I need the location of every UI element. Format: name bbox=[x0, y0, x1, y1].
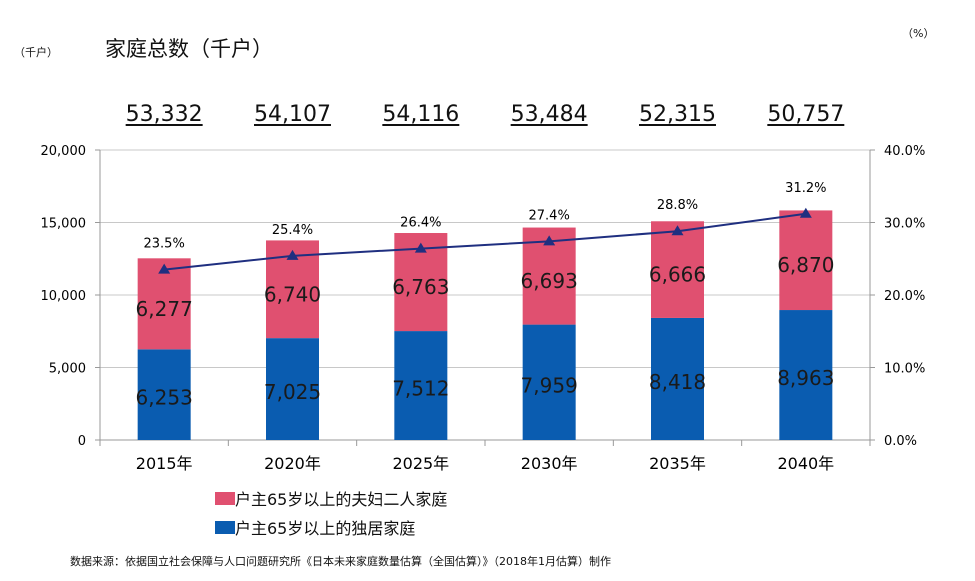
y-tick-label: 0 bbox=[78, 434, 86, 449]
ratio-point bbox=[543, 235, 556, 246]
legend-item-couple: 户主65岁以上的夫妇二人家庭 bbox=[215, 488, 448, 509]
ratio-point bbox=[286, 249, 299, 260]
y-tick-label: 15,000 bbox=[41, 217, 87, 232]
bar-label-single: 7,512 bbox=[392, 377, 449, 401]
bar-label-couple: 6,277 bbox=[136, 297, 193, 321]
bar-label-couple: 6,666 bbox=[649, 263, 706, 287]
right-axis-unit: （%） bbox=[902, 27, 935, 40]
x-category-label: 2025年 bbox=[392, 454, 449, 473]
ratio-label: 23.5% bbox=[144, 237, 185, 252]
bar-label-single: 8,418 bbox=[649, 370, 706, 394]
ratio-line bbox=[164, 212, 806, 271]
y2-tick-label: 20.0% bbox=[884, 289, 925, 304]
bar-single bbox=[266, 338, 319, 440]
bar-label-single: 7,959 bbox=[521, 373, 578, 397]
legend-swatch-couple bbox=[215, 491, 235, 505]
total-label: 54,116 bbox=[382, 102, 460, 127]
legend-item-single: 户主65岁以上的独居家庭 bbox=[215, 517, 416, 538]
bar-couple bbox=[779, 210, 833, 311]
ratio-point bbox=[414, 242, 427, 253]
y-tick-label: 10,000 bbox=[41, 289, 87, 304]
legend-swatch-single bbox=[215, 520, 235, 534]
y2-tick-label: 30.0% bbox=[884, 217, 925, 232]
legend-label-couple: 户主65岁以上的夫妇二人家庭 bbox=[235, 490, 448, 509]
ratio-label: 31.2% bbox=[785, 181, 826, 196]
bar-single bbox=[522, 324, 576, 440]
source-note: 数据来源：依据国立社会保障与人口问题研究所《日本未来家庭数量估算（全国估算）》（… bbox=[70, 555, 611, 568]
bar-single bbox=[137, 349, 191, 440]
total-label: 52,315 bbox=[639, 102, 716, 127]
total-label: 50,757 bbox=[767, 102, 845, 127]
ratio-point bbox=[799, 207, 812, 218]
x-category-label: 2035年 bbox=[649, 454, 706, 473]
ratio-label: 26.4% bbox=[400, 216, 441, 231]
bar-label-couple: 6,763 bbox=[392, 275, 449, 299]
ratio-label: 25.4% bbox=[272, 223, 313, 238]
bar-label-couple: 6,740 bbox=[264, 282, 321, 306]
left-axis-unit: （千户） bbox=[14, 46, 58, 59]
total-label: 53,484 bbox=[510, 102, 588, 127]
y2-tick-label: 40.0% bbox=[884, 144, 925, 159]
bar-couple bbox=[651, 221, 704, 318]
x-category-label: 2030年 bbox=[521, 454, 578, 473]
y-tick-label: 20,000 bbox=[41, 144, 87, 159]
bar-single bbox=[394, 331, 448, 440]
x-category-label: 2040年 bbox=[777, 454, 834, 473]
ratio-point bbox=[671, 225, 684, 236]
x-category-label: 2020年 bbox=[264, 454, 321, 473]
bar-single bbox=[779, 310, 833, 440]
y2-tick-label: 0.0% bbox=[884, 434, 917, 449]
ratio-label: 28.8% bbox=[657, 198, 698, 213]
chart-title: 家庭总数（千户） bbox=[105, 37, 273, 61]
bar-label-single: 6,253 bbox=[136, 386, 193, 410]
ratio-point bbox=[158, 263, 171, 274]
bar-label-single: 7,025 bbox=[264, 380, 321, 404]
y-tick-label: 5,000 bbox=[49, 362, 86, 377]
bar-single bbox=[651, 317, 704, 440]
total-label: 54,107 bbox=[254, 102, 331, 127]
bar-label-couple: 6,693 bbox=[521, 269, 578, 293]
ratio-label: 27.4% bbox=[529, 208, 570, 223]
legend-label-single: 户主65岁以上的独居家庭 bbox=[235, 519, 416, 538]
bar-label-single: 8,963 bbox=[777, 366, 834, 390]
y2-tick-label: 10.0% bbox=[884, 362, 925, 377]
total-label: 53,332 bbox=[125, 102, 203, 127]
bar-label-couple: 6,870 bbox=[777, 253, 834, 277]
x-category-label: 2015年 bbox=[136, 454, 193, 473]
